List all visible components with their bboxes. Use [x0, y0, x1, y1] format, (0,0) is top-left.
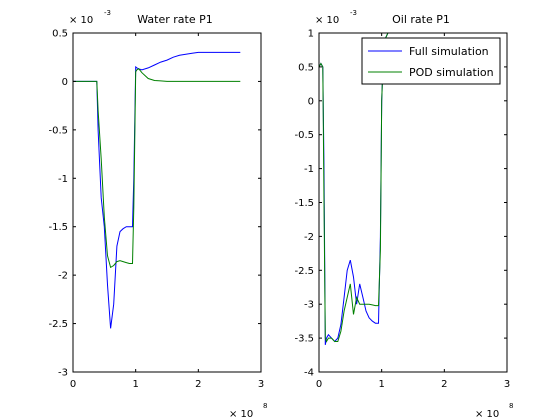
oil-rate-xtick-label: 1	[378, 379, 384, 390]
oil-rate-ytick-label: -1.5	[294, 198, 314, 209]
oil-rate-xtick-label: 0	[316, 379, 322, 390]
legend: Full simulation POD simulation	[361, 37, 501, 85]
oil-rate-ytick-label: -1	[304, 164, 314, 175]
oil-rate-series-pod-simulation-line	[318, 32, 395, 343]
oil-rate-ytick-label: -2	[304, 232, 314, 243]
water-rate-chart-title: Water rate P1	[137, 13, 213, 26]
water-rate-plot-area	[73, 33, 261, 372]
water-rate-ytick-label: -2	[58, 271, 68, 282]
oil-rate-ytick-label: -2.5	[294, 266, 314, 277]
legend-label-pod-simulation: POD simulation	[409, 66, 494, 79]
oil-rate-x-multiplier-exponent: 8	[509, 402, 513, 410]
water-rate-axes-box	[72, 32, 262, 373]
oil-rate-ytick-label: -3.5	[294, 334, 314, 345]
oil-rate-ytick-label: 0.5	[298, 62, 314, 73]
oil-rate-ytick-label: -3	[304, 300, 314, 311]
water-rate-ytick-label: -1.5	[48, 222, 68, 233]
water-rate-xtick-label: 3	[258, 379, 264, 390]
oil-rate-ytick-label: -4	[304, 368, 314, 379]
oil-rate-xtick-label: 3	[504, 379, 510, 390]
water-rate-y-multiplier: × 10	[69, 15, 93, 26]
water-rate-xtick-label: 1	[132, 379, 138, 390]
water-rate-chart: 0 1 2 3 0.5 0 -0.5 -1 -1.5 -2 -2.5 -3 Water rate P1 ×…	[48, 9, 267, 420]
water-rate-ytick-label: -1	[58, 174, 68, 185]
water-rate-ytick-label: 0.5	[52, 29, 68, 40]
oil-rate-xtick-label: 2	[441, 379, 447, 390]
water-rate-xtick-label: 2	[195, 379, 201, 390]
oil-rate-ytick-label: 0	[308, 96, 314, 107]
oil-rate-x-multiplier: × 10	[475, 409, 499, 420]
legend-label-full-simulation: Full simulation	[409, 45, 489, 58]
oil-rate-ytick-label: -0.5	[294, 130, 314, 141]
oil-rate-ytick-label: 1	[308, 29, 314, 40]
oil-rate-plot-area	[319, 33, 507, 372]
oil-rate-y-multiplier-exponent: -3	[350, 9, 357, 17]
water-rate-series-pod-simulation-line	[73, 68, 241, 269]
water-rate-series-full-simulation-line	[73, 51, 241, 329]
oil-rate-chart-title: Oil rate P1	[392, 13, 450, 26]
oil-rate-chart: 0 1 2 3 1 0.5 0 -0.5 -1 -1.5 -2 -2.5 -3 -3.5 -4 Oil rat…	[294, 9, 513, 420]
water-rate-x-multiplier: × 10	[229, 409, 253, 420]
water-rate-xtick-label: 0	[70, 379, 76, 390]
water-rate-y-multiplier-exponent: -3	[104, 9, 111, 17]
water-rate-ytick-label: 0	[62, 77, 68, 88]
water-rate-ytick-label: -0.5	[48, 125, 68, 136]
oil-rate-y-multiplier: × 10	[315, 15, 339, 26]
water-rate-x-multiplier-exponent: 8	[263, 402, 267, 410]
water-rate-ytick-label: -3	[58, 368, 68, 379]
water-rate-ytick-label: -2.5	[48, 319, 68, 330]
legend-box	[361, 37, 501, 85]
